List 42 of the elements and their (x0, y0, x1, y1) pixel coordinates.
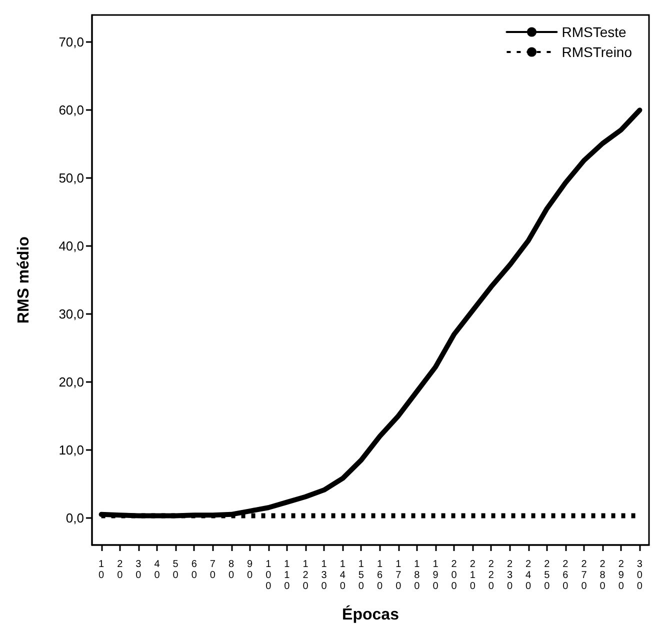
y-tick-label: 0,0 (66, 510, 84, 526)
x-tick-label: 240 (526, 559, 532, 592)
legend-label: RMSTreino (562, 44, 632, 60)
x-tick-label: 30 (136, 559, 142, 581)
x-tick-label: 290 (618, 559, 624, 592)
x-tick-label: 40 (154, 559, 160, 581)
x-tick-label: 130 (321, 559, 328, 592)
x-tick-label: 10 (98, 559, 104, 581)
x-tick-label: 230 (506, 559, 513, 592)
x-tick-label: 200 (451, 559, 458, 592)
x-tick-label: 60 (191, 559, 198, 581)
y-axis-title: RMS médio (16, 236, 32, 324)
x-tick-label: 270 (581, 559, 588, 592)
y-tick-label: 50,0 (58, 170, 84, 186)
x-tick-label: 300 (636, 559, 643, 592)
x-tick-label: 220 (488, 559, 494, 592)
y-tick-label: 40,0 (58, 238, 84, 254)
x-tick-label: 50 (172, 559, 179, 581)
x-tick-label: 250 (544, 559, 550, 592)
x-tick-label: 160 (377, 559, 383, 592)
x-tick-label: 90 (247, 559, 254, 581)
legend-label: RMSTeste (562, 24, 627, 40)
y-tick-label: 70,0 (58, 34, 84, 50)
x-tick-label: 280 (600, 559, 606, 592)
x-tick-label: 110 (284, 559, 290, 592)
y-tick-label: 20,0 (58, 374, 84, 390)
x-tick-label: 80 (228, 559, 234, 581)
x-tick-label: 100 (266, 559, 272, 592)
x-tick-label: 70 (210, 559, 216, 581)
x-tick-label: 20 (117, 559, 124, 581)
y-tick-label: 60,0 (58, 102, 84, 118)
y-tick-label: 10,0 (58, 442, 84, 458)
x-tick-label: 150 (358, 559, 364, 592)
x-tick-label: 210 (470, 559, 476, 592)
x-axis-title: Épocas (342, 604, 400, 624)
x-tick-label: 260 (562, 559, 569, 592)
x-tick-label: 190 (432, 559, 439, 592)
x-tick-label: 180 (414, 559, 420, 592)
y-tick-label: 30,0 (58, 306, 84, 322)
x-tick-label: 140 (340, 559, 346, 592)
x-tick-label: 120 (302, 559, 309, 592)
x-tick-label: 170 (396, 559, 402, 592)
